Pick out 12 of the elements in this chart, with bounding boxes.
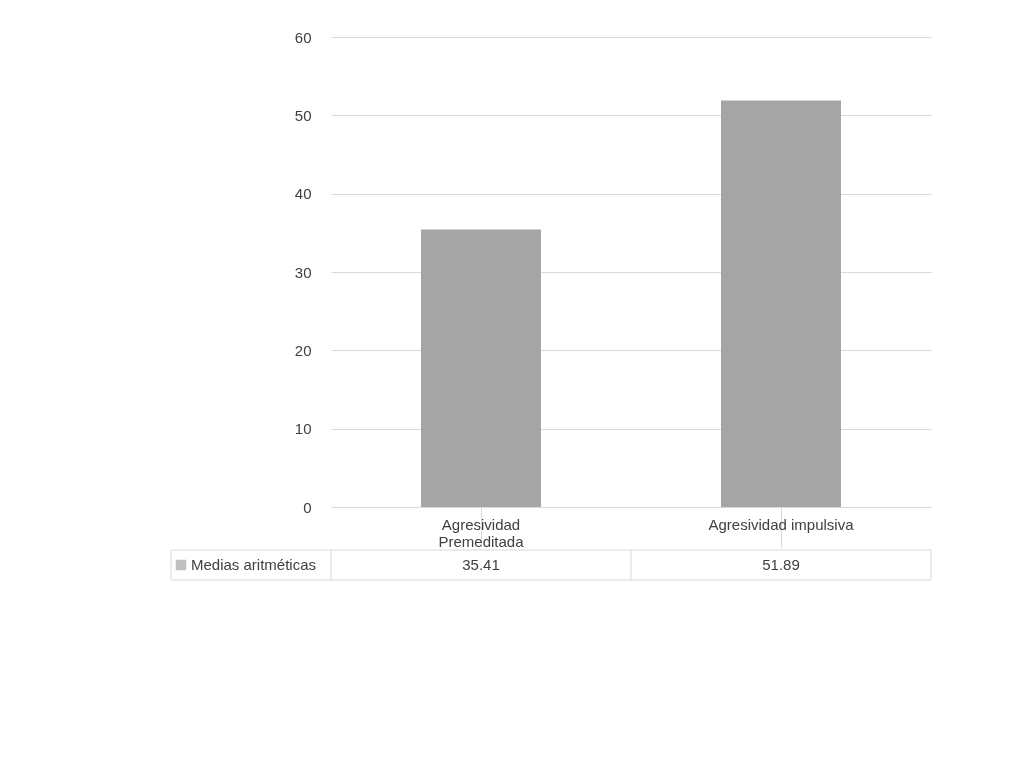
x-tick-label: Agresividad Premeditada — [438, 515, 525, 550]
y-tick-label: 20 — [294, 341, 312, 359]
y-tick-label: 60 — [294, 28, 312, 46]
y-tick-label: 0 — [303, 498, 312, 516]
y-tick-label: 30 — [294, 263, 312, 281]
x-tick-label: Agresividad impulsiva — [708, 515, 855, 533]
y-tick-label: 50 — [294, 106, 312, 124]
data-label: 51.89 — [762, 556, 800, 573]
legend-label: Medias aritméticas — [191, 556, 317, 573]
data-label: 35.41 — [462, 556, 500, 573]
y-tick-label: 10 — [294, 420, 312, 438]
y-tick-label: 40 — [294, 185, 312, 203]
